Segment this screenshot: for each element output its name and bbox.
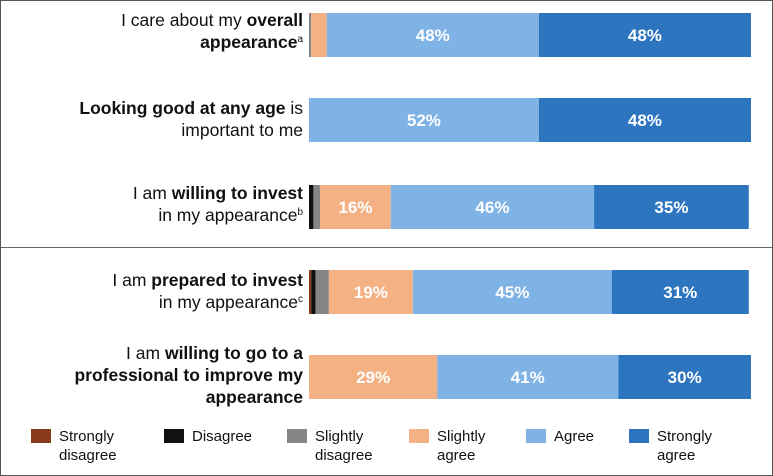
bar-5-agree bbox=[437, 355, 619, 399]
bar-4-slightly-agree bbox=[328, 270, 413, 314]
bar-1-slightly-disagree bbox=[309, 13, 312, 57]
bar-1-strongly-agree bbox=[538, 13, 751, 57]
legend-swatch-disagree bbox=[164, 429, 184, 443]
bar-4-strongly-agree bbox=[611, 270, 749, 314]
bar-2-strongly-agree bbox=[538, 98, 751, 142]
bar-3-disagree bbox=[309, 185, 314, 229]
data-label-1-strongly-agree: 48% bbox=[628, 26, 662, 45]
data-label-1-agree: 48% bbox=[416, 26, 450, 45]
data-label-2-agree: 52% bbox=[407, 111, 441, 130]
bar-1-slightly-agree bbox=[311, 13, 327, 57]
data-label-2-strongly-agree: 48% bbox=[628, 111, 662, 130]
legend-swatch-agree bbox=[526, 429, 546, 443]
data-label-5-slightly-agree: 29% bbox=[356, 368, 390, 387]
data-label-5-strongly-agree: 30% bbox=[668, 368, 702, 387]
legend-swatch-strongly-disagree bbox=[31, 429, 51, 443]
bar-5-slightly-agree bbox=[309, 355, 438, 399]
section-divider bbox=[1, 247, 772, 248]
legend-swatch-strongly-agree bbox=[629, 429, 649, 443]
legend-swatch-slightly-agree bbox=[409, 429, 429, 443]
data-label-4-agree: 45% bbox=[495, 283, 529, 302]
data-label-3-strongly-agree: 35% bbox=[654, 198, 688, 217]
category-label-1: I care about my overall appearancea bbox=[121, 10, 303, 52]
bar-5-strongly-agree bbox=[618, 355, 751, 399]
data-label-4-strongly-agree: 31% bbox=[663, 283, 697, 302]
category-label-2: Looking good at any age is important to … bbox=[79, 98, 303, 140]
data-label-4-slightly-agree: 19% bbox=[354, 283, 388, 302]
bar-2-agree bbox=[309, 98, 539, 142]
category-label-4: I am prepared to invest in my appearance… bbox=[112, 270, 303, 312]
bar-4-agree bbox=[412, 270, 612, 314]
bar-4-strongly-disagree bbox=[309, 270, 312, 314]
data-label-5-agree: 41% bbox=[511, 368, 545, 387]
bar-4-slightly-disagree bbox=[315, 270, 329, 314]
data-label-3-agree: 46% bbox=[475, 198, 509, 217]
bar-3-slightly-agree bbox=[320, 185, 391, 229]
bar-3-slightly-disagree bbox=[313, 185, 321, 229]
bar-4-disagree bbox=[311, 270, 316, 314]
legend-swatch-slightly-disagree bbox=[287, 429, 307, 443]
category-label-3: I am willing to invest in my appearanceb bbox=[132, 183, 303, 225]
data-label-3-slightly-agree: 16% bbox=[338, 198, 372, 217]
category-label-5: I am willing to go to a professional to … bbox=[74, 343, 303, 407]
bar-1-agree bbox=[326, 13, 539, 57]
bar-3-agree bbox=[390, 185, 595, 229]
bar-3-strongly-agree bbox=[594, 185, 749, 229]
